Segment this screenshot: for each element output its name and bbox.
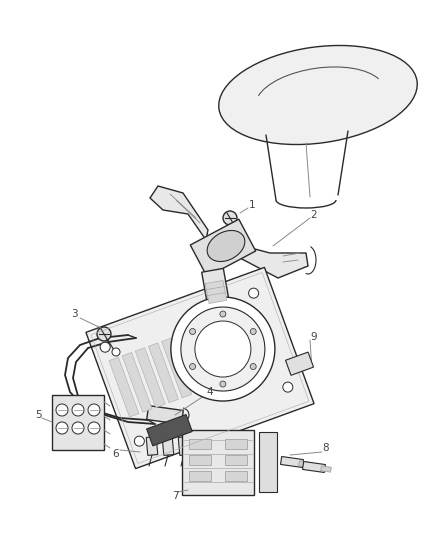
Polygon shape [225, 471, 247, 481]
Polygon shape [135, 348, 165, 408]
Text: 3: 3 [71, 309, 78, 319]
Ellipse shape [56, 404, 68, 416]
Polygon shape [162, 437, 174, 455]
Ellipse shape [56, 422, 68, 434]
Polygon shape [225, 455, 247, 465]
Ellipse shape [181, 307, 265, 391]
Ellipse shape [190, 364, 196, 369]
Polygon shape [182, 430, 254, 495]
Ellipse shape [250, 364, 256, 369]
Polygon shape [236, 244, 308, 278]
Polygon shape [146, 437, 158, 455]
Text: 1: 1 [249, 200, 255, 210]
Polygon shape [122, 352, 152, 412]
Ellipse shape [88, 422, 100, 434]
Ellipse shape [219, 45, 417, 144]
Polygon shape [189, 439, 211, 449]
Ellipse shape [223, 211, 237, 225]
Text: 9: 9 [311, 332, 317, 342]
Ellipse shape [283, 382, 293, 392]
Ellipse shape [97, 327, 111, 341]
Polygon shape [201, 269, 230, 312]
Polygon shape [189, 471, 211, 481]
Polygon shape [162, 338, 191, 398]
Ellipse shape [88, 404, 100, 416]
Ellipse shape [250, 328, 256, 335]
Ellipse shape [72, 404, 84, 416]
Polygon shape [208, 293, 227, 303]
Polygon shape [321, 466, 331, 472]
Text: 8: 8 [323, 443, 329, 453]
Ellipse shape [220, 381, 226, 387]
Ellipse shape [134, 436, 145, 446]
Text: 2: 2 [311, 210, 317, 220]
Polygon shape [259, 432, 277, 492]
Polygon shape [147, 415, 192, 446]
Polygon shape [189, 455, 211, 465]
Polygon shape [190, 219, 256, 277]
Ellipse shape [195, 321, 251, 377]
Ellipse shape [100, 342, 110, 352]
Ellipse shape [249, 288, 258, 298]
Polygon shape [109, 357, 139, 417]
Ellipse shape [190, 328, 196, 335]
Polygon shape [299, 461, 309, 467]
Ellipse shape [207, 230, 245, 262]
Ellipse shape [112, 348, 120, 356]
Ellipse shape [236, 234, 244, 242]
Text: 6: 6 [113, 449, 119, 459]
Text: 5: 5 [35, 410, 41, 420]
Polygon shape [148, 343, 178, 403]
Ellipse shape [72, 422, 84, 434]
Polygon shape [150, 186, 208, 240]
Ellipse shape [171, 297, 275, 401]
Text: 7: 7 [172, 491, 178, 501]
Text: 4: 4 [207, 387, 213, 397]
Polygon shape [225, 439, 247, 449]
Polygon shape [86, 268, 314, 469]
Polygon shape [188, 328, 218, 389]
Polygon shape [286, 352, 314, 375]
Polygon shape [303, 462, 325, 472]
Polygon shape [147, 406, 184, 424]
Polygon shape [205, 280, 224, 292]
Polygon shape [281, 456, 304, 467]
Polygon shape [178, 437, 190, 455]
Polygon shape [52, 394, 104, 449]
Polygon shape [175, 333, 205, 393]
Ellipse shape [220, 311, 226, 317]
Polygon shape [206, 287, 226, 297]
